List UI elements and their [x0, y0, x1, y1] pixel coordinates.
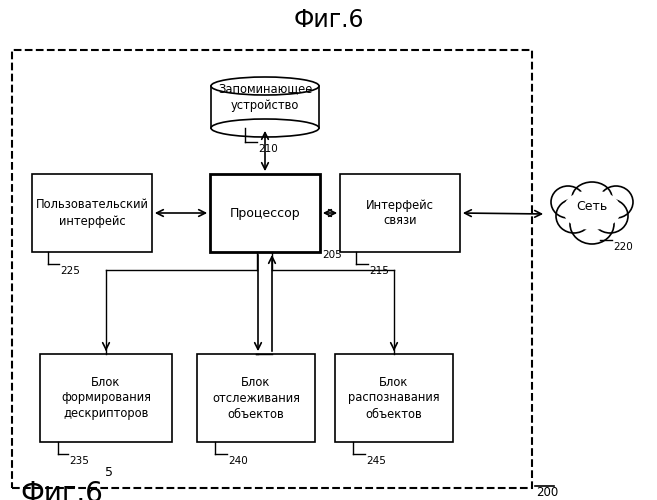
Text: 225: 225	[60, 266, 80, 276]
Text: Блок
формирования
дескрипторов: Блок формирования дескрипторов	[61, 376, 151, 420]
Text: Блок
распознавания
объектов: Блок распознавания объектов	[348, 376, 440, 420]
Ellipse shape	[570, 204, 614, 244]
Ellipse shape	[211, 77, 319, 95]
Bar	[197, 354, 315, 442]
Text: 205: 205	[322, 250, 342, 260]
Text: 240: 240	[228, 456, 248, 466]
Ellipse shape	[563, 190, 621, 230]
Text: Сеть: Сеть	[576, 200, 608, 212]
Text: Процессор: Процессор	[230, 206, 300, 220]
Text: Фиг.6: Фиг.6	[293, 8, 364, 32]
Ellipse shape	[572, 182, 612, 214]
Text: 215: 215	[369, 266, 389, 276]
Bar	[210, 174, 320, 252]
Ellipse shape	[592, 199, 628, 233]
Bar	[335, 354, 453, 442]
Bar	[211, 86, 319, 128]
Ellipse shape	[556, 199, 592, 233]
Ellipse shape	[599, 186, 633, 218]
Text: Фиг.6: Фиг.6	[20, 480, 103, 500]
Text: 245: 245	[366, 456, 386, 466]
Text: Блок
отслеживания
объектов: Блок отслеживания объектов	[212, 376, 300, 420]
Text: Пользовательский
интерфейс: Пользовательский интерфейс	[35, 198, 148, 228]
Text: 200: 200	[536, 486, 558, 499]
Ellipse shape	[211, 119, 319, 137]
Text: 235: 235	[69, 456, 89, 466]
Bar	[32, 174, 152, 252]
Text: Запоминающее
устройство: Запоминающее устройство	[218, 82, 312, 112]
Text: 220: 220	[613, 242, 633, 252]
Bar	[40, 354, 172, 442]
Text: 210: 210	[258, 144, 278, 154]
Text: 5: 5	[105, 466, 113, 479]
Bar	[12, 50, 532, 488]
Ellipse shape	[551, 186, 585, 218]
Text: Интерфейс
связи: Интерфейс связи	[366, 198, 434, 228]
Bar	[340, 174, 460, 252]
